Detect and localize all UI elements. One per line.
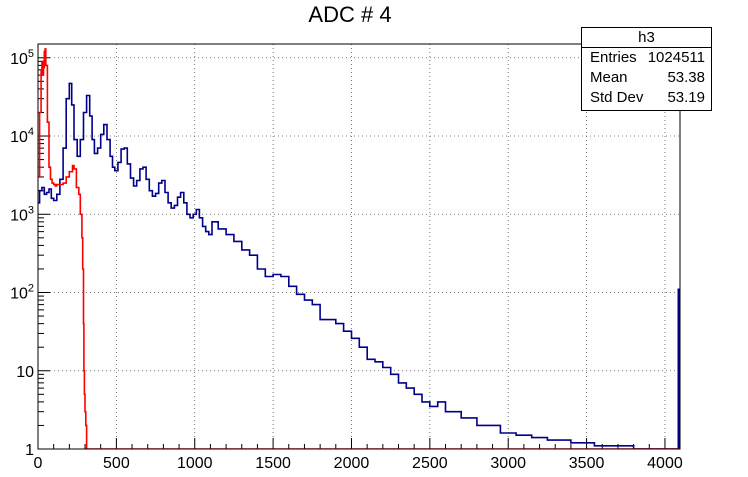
y-tick-label: 104 — [10, 126, 34, 146]
stats-value-stddev: 53.19 — [667, 89, 705, 106]
series-line-blue — [38, 82, 680, 449]
x-tick-label: 1500 — [255, 455, 291, 472]
x-tick-label: 2000 — [334, 455, 370, 472]
stats-box-name: h3 — [582, 28, 711, 48]
x-tick-label: 1000 — [177, 455, 213, 472]
x-tick-label: 500 — [103, 455, 130, 472]
stats-value-mean: 53.38 — [667, 69, 705, 86]
stats-label-mean: Mean — [590, 69, 628, 86]
stats-row-entries: Entries 1024511 — [582, 48, 711, 68]
plot-frame — [37, 43, 681, 450]
stats-box: h3 Entries 1024511 Mean 53.38 Std Dev 53… — [581, 27, 712, 111]
y-tick-label: 1 — [25, 442, 34, 459]
chart-title: ADC # 4 — [308, 2, 392, 27]
stats-row-stddev: Std Dev 53.19 — [582, 88, 711, 108]
stats-value-entries: 1024511 — [647, 49, 705, 66]
x-tick-label: 4000 — [647, 455, 683, 472]
x-tick-label: 3500 — [569, 455, 605, 472]
y-tick-label: 102 — [10, 283, 34, 303]
stats-label-entries: Entries — [590, 49, 637, 66]
y-tick-label: 103 — [10, 204, 34, 224]
x-tick-label: 2500 — [412, 455, 448, 472]
y-tick-label: 105 — [10, 48, 34, 68]
stats-label-stddev: Std Dev — [590, 89, 644, 106]
series-line-red — [38, 48, 680, 449]
y-tick-label: 10 — [16, 364, 34, 381]
x-tick-label: 0 — [34, 455, 43, 472]
stats-row-mean: Mean 53.38 — [582, 68, 711, 88]
x-tick-label: 3000 — [490, 455, 526, 472]
plot-border — [37, 43, 681, 450]
